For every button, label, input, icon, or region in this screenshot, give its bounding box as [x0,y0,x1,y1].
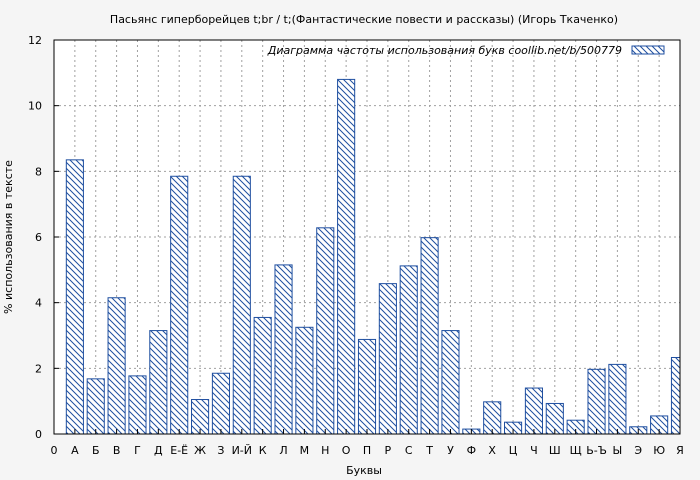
legend-label: Диаграмма частоты использования букв coo… [267,44,622,57]
x-tick-label: Ц [509,444,518,457]
x-tick-label: Е-Ё [170,444,188,457]
x-tick-label: Щ [570,444,582,457]
x-tick-label: М [300,444,310,457]
y-tick-label: 2 [35,362,42,375]
x-tick-label: К [259,444,267,457]
x-tick-label: Ы [613,444,623,457]
x-tick-label: Э [634,444,642,457]
x-tick-label: Б [92,444,100,457]
bar-16 [378,283,397,435]
x-axis: 0 А Б В Г Д Е-Ё Ж З И-Й К Л М Н О П Р С Т У Ф Х Ц Ч Ш Щ Ь-Ъ Ы Э Ю Я [51,429,684,457]
x-tick-label: Т [425,444,433,457]
bar-23 [524,387,543,435]
x-tick-label: Ь-Ъ [586,444,607,457]
legend: Диаграмма частоты использования букв coo… [267,44,665,57]
x-tick-label: У [447,444,454,457]
bar-26 [587,368,606,435]
bar-10 [253,316,272,435]
y-tick-label: 8 [35,165,42,178]
y-axis-title: % использования в тексте [2,160,15,314]
bar-12 [295,326,314,435]
x-tick-label: Ю [653,444,665,457]
x-tick-label: О [342,444,351,457]
chart-title: Пасьянс гиперборейцев t;br / t;(Фантасти… [110,13,618,26]
bar-30 [670,356,681,435]
bar-15 [357,338,377,435]
y-axis: 0 2 4 6 8 10 12 [28,34,59,441]
bar-17 [399,265,418,435]
x-tick-label: П [363,444,371,457]
x-tick-label: Л [279,444,287,457]
x-tick-label: И-Й [232,444,252,457]
x-tick-label: С [405,444,413,457]
bar-6 [170,175,189,435]
x-tick-label: А [71,444,79,457]
y-tick-label: 0 [35,428,42,441]
x-tick-label: 0 [51,444,58,457]
bar-13 [316,227,335,435]
x-tick-label: Я [676,444,684,457]
x-tick-label: Ш [549,444,561,457]
x-tick-label: Н [321,444,329,457]
bar-19 [441,330,460,435]
bar-8 [211,372,230,435]
y-tick-label: 6 [35,231,42,244]
x-tick-label: Х [488,444,496,457]
x-tick-label: З [217,444,224,457]
legend-swatch [631,45,665,55]
x-tick-label: Ф [467,444,476,457]
bar-3 [107,297,126,435]
x-tick-label: Г [134,444,141,457]
x-tick-label: Ж [194,444,206,457]
x-tick-label: Ч [530,444,538,457]
bar-14 [337,78,356,435]
x-axis-title: Буквы [346,464,382,477]
bar-9 [232,175,251,435]
bar-4 [128,375,147,435]
bar-5 [149,330,168,435]
bar-1 [65,159,84,435]
bars [65,78,681,435]
bar-2 [86,378,105,435]
y-tick-label: 4 [35,297,42,310]
x-tick-label: Р [385,444,392,457]
x-tick-label: Д [154,444,163,457]
bar-18 [420,237,439,435]
y-tick-label: 12 [28,34,42,47]
bar-7 [191,399,210,435]
bar-27 [608,363,627,435]
x-tick-label: В [113,444,121,457]
bar-11 [274,264,293,435]
y-tick-label: 10 [28,100,42,113]
